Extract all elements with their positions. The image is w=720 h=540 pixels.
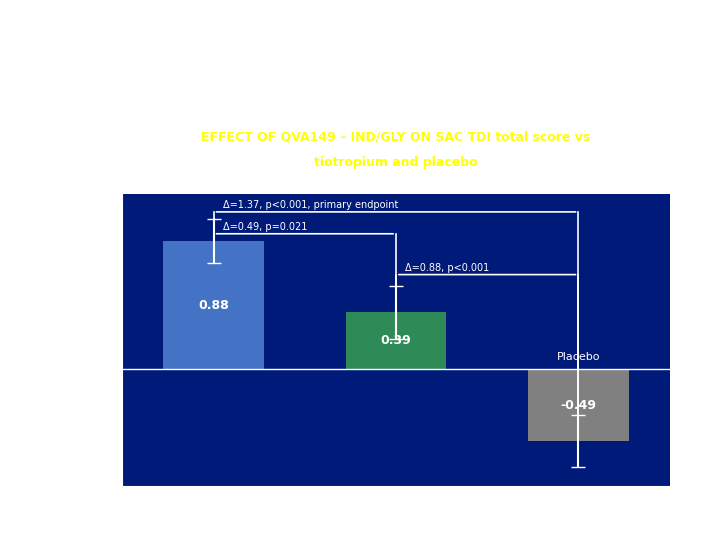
Text: 0.88: 0.88 bbox=[198, 299, 229, 312]
Text: (Indacaterol + glycopyrronium vs tiotropium): (Indacaterol + glycopyrronium vs tiotrop… bbox=[22, 98, 526, 118]
Text: -0.49: -0.49 bbox=[560, 399, 596, 411]
Text: COUNTIES: COUNTIES bbox=[624, 37, 680, 48]
Bar bbox=[346, 313, 446, 369]
Bar bbox=[528, 369, 629, 441]
Text: Δ=0.88, p<0.001: Δ=0.88, p<0.001 bbox=[405, 263, 490, 273]
Y-axis label: Least squares mean (SE)
SAC TDI total score: Least squares mean (SE) SAC TDI total sc… bbox=[57, 279, 78, 401]
Text: 18 μg q.d.: 18 μg q.d. bbox=[369, 502, 423, 512]
Text: EFFECT OF QVA149 – IND/GLY ON SAC TDI total score vs: EFFECT OF QVA149 – IND/GLY ON SAC TDI to… bbox=[202, 130, 590, 143]
Text: 110/50 μg q.d.: 110/50 μg q.d. bbox=[176, 502, 252, 512]
Text: 0.39: 0.39 bbox=[381, 334, 411, 347]
Text: LABA +LAMA vs LAMA: LABA +LAMA vs LAMA bbox=[22, 42, 505, 80]
Text: tiotropium and placebo: tiotropium and placebo bbox=[314, 157, 478, 170]
Text: Δ=0.49, p=0.021: Δ=0.49, p=0.021 bbox=[222, 222, 307, 232]
Text: Placebo: Placebo bbox=[558, 492, 599, 502]
Text: Δ=1.37, p<0.001, primary endpoint: Δ=1.37, p<0.001, primary endpoint bbox=[222, 200, 398, 211]
Text: Blinded tiotropium: Blinded tiotropium bbox=[348, 492, 444, 502]
Bar bbox=[163, 241, 264, 369]
Text: MANUKAU: MANUKAU bbox=[620, 63, 683, 73]
Text: Placebo: Placebo bbox=[557, 352, 600, 362]
Text: QVA149: QVA149 bbox=[193, 492, 235, 502]
Text: HEALTH: HEALTH bbox=[631, 86, 672, 96]
